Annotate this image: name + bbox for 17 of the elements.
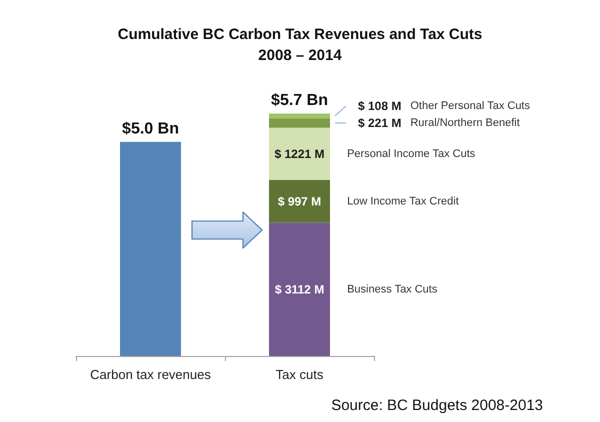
data-label: $ 3112 M — [274, 282, 324, 296]
series-label: Business Tax Cuts — [347, 283, 438, 296]
series-label: Personal Income Tax Cuts — [347, 148, 476, 160]
annotation: $5.0 Bn — [122, 120, 179, 138]
text: Rural/Northern Benefit — [410, 116, 520, 129]
data-label: $ 221 M — [358, 116, 402, 130]
data-label: $ 997 M — [278, 194, 322, 208]
chart-subtitle: 2008 – 2014 — [258, 47, 342, 64]
data-label: $ 108 M — [358, 98, 402, 113]
x-tick-label: Tax cuts — [276, 367, 324, 382]
text: Other Personal Tax Cuts — [410, 100, 530, 112]
series-label: Low Income Tax Credit — [347, 195, 459, 208]
chart-title: Cumulative BC Carbon Tax Revenues and Tax Cuts — [118, 26, 482, 43]
annotation: $5.7 Bn — [271, 92, 328, 110]
x-tick-label: Carbon tax revenues — [90, 367, 212, 382]
data-label: $ 1221 M — [274, 146, 325, 161]
source-note: Source: BC Budgets 2008-2013 — [331, 397, 544, 414]
